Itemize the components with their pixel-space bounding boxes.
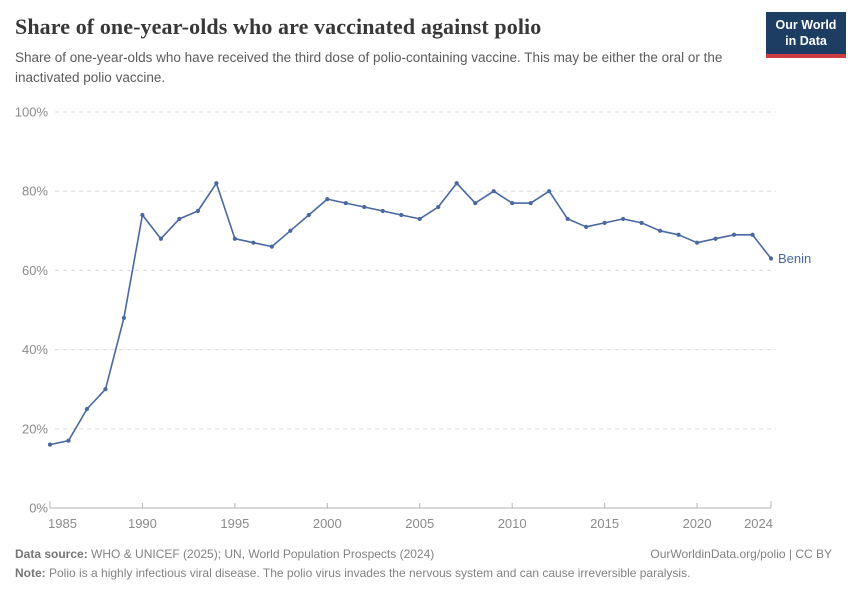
- data-point-1989: [121, 315, 127, 321]
- chart-subtitle: Share of one-year-olds who have received…: [15, 50, 723, 85]
- y-tick-label-0: 0%: [29, 501, 48, 516]
- data-point-1988: [103, 387, 108, 392]
- data-point-2021: [713, 236, 718, 241]
- data-point-1986: [66, 438, 71, 443]
- data-point-2000: [325, 197, 330, 202]
- data-point-2023: [750, 232, 755, 237]
- x-tick-label-2015: 2015: [590, 516, 619, 531]
- data-point-1997: [269, 244, 274, 249]
- data-point-2018: [657, 228, 663, 233]
- data-point-2005: [417, 216, 422, 222]
- data-point-2019: [676, 232, 681, 237]
- series-label-benin: Benin: [778, 251, 811, 266]
- data-point-2012: [547, 189, 552, 194]
- note-line: Note: Polio is a highly infectious viral…: [15, 566, 690, 580]
- x-tick-label-1985: 1985: [48, 516, 77, 531]
- data-point-2004: [399, 212, 404, 218]
- data-source-label: Data source:: [15, 547, 88, 561]
- data-point-2010: [510, 200, 515, 206]
- x-tick-label-1990: 1990: [128, 516, 157, 531]
- data-point-1991: [158, 236, 164, 241]
- data-point-2020: [694, 240, 700, 245]
- data-point-2009: [491, 189, 496, 194]
- data-point-2007: [454, 181, 459, 186]
- x-tick-label-2020: 2020: [683, 516, 712, 531]
- data-point-1990: [140, 212, 145, 218]
- data-point-1985: [47, 442, 53, 447]
- note-text: Polio is a highly infectious viral disea…: [45, 565, 691, 580]
- y-tick-label-20: 20%: [22, 421, 48, 436]
- data-point-1992: [177, 216, 182, 222]
- line-series-benin: [49, 182, 772, 446]
- owid-logo-line1: Our World: [775, 18, 837, 32]
- x-tick-label-2010: 2010: [498, 516, 527, 531]
- x-tick-label-2005: 2005: [405, 516, 434, 531]
- y-tick-label-40: 40%: [22, 342, 48, 357]
- data-point-2022: [731, 232, 737, 237]
- data-point-1993: [195, 208, 200, 214]
- data-point-2003: [380, 208, 385, 214]
- owid-logo-line2: in Data: [785, 33, 827, 48]
- chart-footer: Data source: WHO & UNICEF (2025); UN, Wo…: [15, 545, 832, 582]
- y-tick-label-80: 80%: [22, 184, 48, 199]
- x-tick-label-2024: 2024: [744, 516, 773, 531]
- data-point-2013: [565, 216, 570, 222]
- owid-logo: Our World in Data: [766, 12, 846, 59]
- chart-header: Share of one-year-olds who are vaccinate…: [15, 14, 755, 87]
- data-point-2016: [621, 216, 626, 222]
- data-point-2011: [528, 200, 533, 206]
- x-tick-label-1995: 1995: [220, 516, 249, 531]
- data-point-1995: [232, 236, 237, 241]
- data-point-2024: [768, 256, 774, 261]
- data-point-1998: [288, 228, 293, 233]
- data-point-1999: [306, 212, 311, 218]
- data-point-2015: [602, 220, 607, 225]
- data-point-2017: [639, 220, 644, 225]
- x-tick-label-2000: 2000: [313, 516, 342, 531]
- page-title: Share of one-year-olds who are vaccinate…: [15, 14, 542, 39]
- data-source-line: Data source: WHO & UNICEF (2025); UN, Wo…: [15, 545, 434, 564]
- data-source-text: WHO & UNICEF (2025); UN, World Populatio…: [87, 547, 435, 561]
- data-point-2001: [343, 200, 348, 206]
- data-point-1996: [251, 240, 256, 245]
- y-tick-label-60: 60%: [22, 263, 48, 278]
- data-point-1994: [214, 181, 219, 186]
- data-point-1987: [84, 406, 90, 412]
- data-point-2002: [362, 204, 367, 210]
- data-point-2014: [584, 224, 589, 229]
- data-point-2008: [473, 200, 478, 206]
- y-tick-label-100: 100%: [15, 105, 49, 120]
- data-point-2006: [436, 204, 441, 210]
- note-label: Note:: [15, 565, 46, 580]
- credit-link[interactable]: OurWorldinData.org/polio | CC BY: [650, 547, 832, 561]
